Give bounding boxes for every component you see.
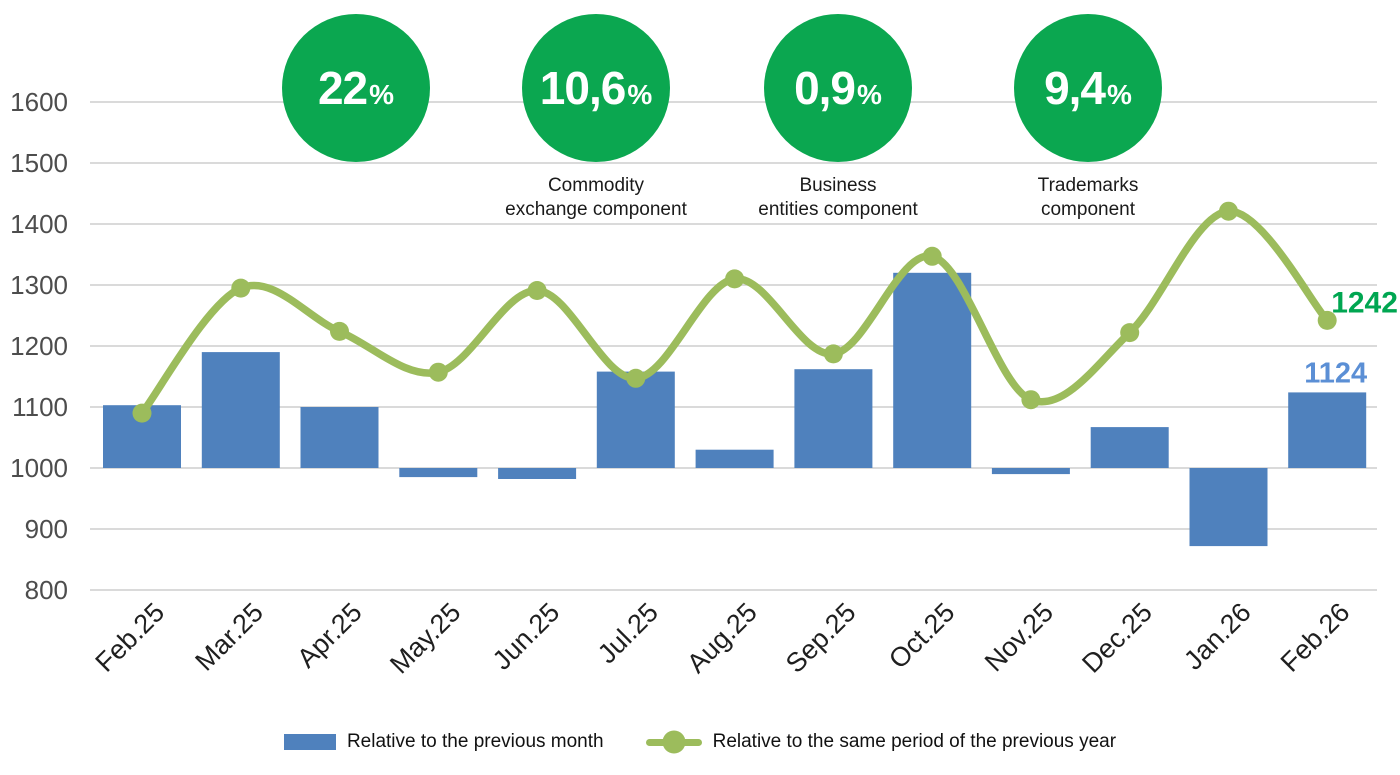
- bar-Sep.25: [794, 369, 873, 468]
- line-marker-Jul.25: [626, 368, 646, 388]
- line-marker-Jan.26: [1219, 201, 1238, 221]
- bar-Jun.25: [498, 468, 577, 479]
- line-marker-Sep.25: [823, 344, 843, 364]
- line-marker-May.25: [428, 362, 448, 382]
- bar-Feb.26: [1288, 392, 1367, 468]
- bar-swatch-icon: [283, 734, 336, 750]
- bar-May.25: [399, 468, 478, 478]
- kpi-label-trademarks: Trademarks component: [948, 174, 1228, 222]
- line-marker-Mar.25: [231, 278, 251, 298]
- line-marker-Nov.25: [1021, 390, 1041, 410]
- y-axis-tick-label: 800: [25, 575, 68, 605]
- bar-Jan.26: [1189, 468, 1268, 547]
- y-axis-tick-label: 1500: [10, 148, 68, 178]
- x-axis-tick-label: Apr.25: [291, 597, 367, 673]
- legend-item-line: Relative to the same period of the previ…: [645, 730, 1117, 754]
- bar-Dec.25: [1090, 427, 1169, 468]
- line-end-value-label: 1242: [1331, 286, 1398, 319]
- kpi-value: 10,6%: [540, 61, 652, 115]
- y-axis-tick-label: 1600: [10, 87, 68, 117]
- kpi-label-business: Business entities component: [698, 174, 978, 222]
- kpi-circle-business: 0,9%: [764, 14, 912, 162]
- kpi-value: 9,4%: [1044, 61, 1132, 115]
- kpi-label-line2: component: [1040, 199, 1135, 220]
- kpi-number: 0,9: [794, 62, 856, 114]
- kpi-circle-commodity: 10,6%: [522, 14, 670, 162]
- line-marker-Aug.25: [725, 269, 745, 289]
- kpi-label-line2: entities component: [758, 199, 918, 220]
- x-axis-tick-label: Feb.25: [90, 597, 171, 678]
- percent-sign: %: [627, 79, 653, 110]
- y-axis-tick-label: 1200: [10, 331, 68, 361]
- bar-Nov.25: [991, 468, 1070, 475]
- line-marker-Feb.25: [132, 403, 152, 423]
- y-axis-tick-label: 1100: [12, 392, 68, 422]
- trend-line: [138, 207, 1331, 417]
- kpi-value: 0,9%: [794, 61, 882, 115]
- line-marker-Dec.25: [1120, 323, 1140, 343]
- y-axis-tick-label: 900: [25, 514, 68, 544]
- y-axis-tick-label: 1400: [10, 209, 68, 239]
- legend: Relative to the previous month Relative …: [0, 730, 1400, 754]
- x-axis-tick-label: Dec.25: [1076, 597, 1158, 679]
- line-marker-Jun.25: [527, 281, 547, 300]
- kpi-label-line1: Trademarks: [1037, 175, 1139, 196]
- y-axis-tick-label: 1300: [10, 270, 68, 300]
- x-axis-tick-label: Feb.26: [1275, 597, 1356, 678]
- kpi-label-line1: Business: [799, 175, 877, 196]
- kpi-number: 22: [317, 62, 368, 114]
- kpi-label-commodity: Commodity exchange component: [456, 174, 736, 222]
- legend-label-bar: Relative to the previous month: [346, 731, 604, 752]
- x-axis-tick-label: Aug.25: [681, 597, 763, 679]
- line-marker-Feb.26: [1317, 310, 1337, 330]
- bar-end-value-label: 1124: [1304, 357, 1367, 389]
- line-marker-icon: [662, 730, 686, 754]
- percent-sign: %: [857, 79, 882, 110]
- kpi-label-line2: exchange component: [505, 199, 687, 220]
- x-axis-tick-label: Sep.25: [780, 597, 862, 679]
- bar-Oct.25: [893, 272, 972, 468]
- percent-sign: %: [369, 79, 395, 110]
- kpi-label-line1: Commodity: [547, 175, 645, 196]
- x-axis-tick-label: Nov.25: [979, 597, 1059, 677]
- x-axis-tick-label: Jan.26: [1178, 597, 1257, 676]
- x-axis-tick-label: Jun.25: [487, 597, 566, 676]
- legend-item-bar: Relative to the previous month: [283, 731, 604, 753]
- bar-Aug.25: [695, 449, 774, 468]
- percent-sign: %: [1107, 79, 1132, 110]
- x-axis-tick-label: Jul.25: [592, 597, 664, 669]
- x-axis-tick-label: May.25: [384, 597, 466, 679]
- y-axis-tick-label: 1000: [10, 453, 68, 483]
- line-swatch-icon: [645, 730, 702, 754]
- line-marker-Apr.25: [330, 321, 349, 341]
- line-marker-Oct.25: [922, 246, 942, 266]
- kpi-number: 9,4: [1044, 62, 1106, 114]
- bar-Apr.25: [300, 407, 379, 468]
- kpi-value: 22%: [318, 61, 394, 115]
- bar-Mar.25: [201, 352, 280, 468]
- kpi-circle-trademarks: 9,4%: [1014, 14, 1162, 162]
- x-axis-tick-label: Mar.25: [189, 597, 269, 677]
- kpi-number: 10,6: [539, 62, 627, 114]
- x-axis-tick-label: Oct.25: [883, 597, 960, 674]
- kpi-circle-overall: 22%: [282, 14, 430, 162]
- legend-label-line: Relative to the same period of the previ…: [712, 731, 1117, 752]
